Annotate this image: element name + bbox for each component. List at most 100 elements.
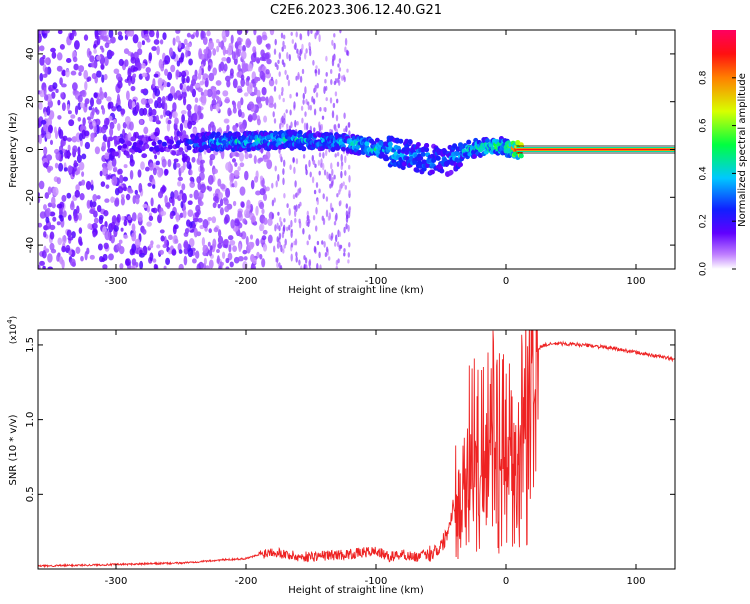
spectrogram-noise-blob bbox=[142, 228, 147, 235]
spectrogram-noise-blob bbox=[70, 70, 77, 76]
spectrogram-ridge-blob bbox=[421, 159, 427, 165]
spectrogram-noise-blob bbox=[292, 194, 296, 200]
spectrogram-noise-blob bbox=[246, 76, 251, 81]
spectrogram-noise-blob bbox=[80, 255, 84, 262]
spectrogram-noise-blob bbox=[104, 152, 110, 160]
snr-panel: -300 -200 -100 0 100 0.5 1.0 1.5 Height of str… bbox=[6, 316, 676, 596]
spectrogram-noise-blob bbox=[170, 64, 176, 73]
spectrogram-noise-blob bbox=[260, 49, 265, 57]
spectrogram-noise-blob bbox=[57, 237, 63, 246]
spectrogram-noise-blob bbox=[259, 56, 266, 61]
snr-border bbox=[37, 329, 676, 570]
spectrogram-ridge-blob bbox=[186, 145, 192, 151]
spectrogram-noise-blob bbox=[338, 58, 342, 64]
spectrogram-noise-blob bbox=[278, 94, 281, 100]
spectrogram-noise-blob bbox=[117, 168, 123, 175]
spectrogram-noise-blob bbox=[208, 40, 214, 50]
spectrogram-noise-blob bbox=[343, 252, 346, 257]
spectrogram-noise-blob bbox=[197, 87, 203, 93]
spectrogram-noise-blob bbox=[279, 265, 283, 269]
spectrogram-noise-blob bbox=[278, 71, 281, 77]
spectrogram-noise-blob bbox=[343, 128, 346, 133]
spectrogram-noise-blob bbox=[58, 145, 64, 152]
spectrogram-noise-blob bbox=[203, 48, 209, 55]
spectrogram-noise-blob bbox=[293, 166, 296, 175]
spectrogram-noise-blob bbox=[149, 162, 154, 171]
spectrogram-noise-blob bbox=[307, 30, 310, 37]
spectrogram-noise-blob bbox=[181, 183, 186, 191]
spectrogram-noise-blob bbox=[180, 110, 187, 115]
spectrogram-noise-blob bbox=[104, 117, 110, 126]
spectrogram-noise-blob bbox=[72, 145, 78, 153]
spectrogram-noise-blob bbox=[229, 239, 236, 246]
spectrogram-noise-blob bbox=[285, 109, 288, 114]
spectrogram-noise-blob bbox=[178, 263, 184, 269]
spectrogram-noise-blob bbox=[131, 101, 136, 108]
spectrogram-noise-blob bbox=[49, 211, 56, 217]
spectrogram-noise-blob bbox=[181, 156, 187, 162]
spectrogram-noise-blob bbox=[206, 185, 210, 190]
spectrogram-noise-blob bbox=[344, 184, 347, 190]
spectrogram-noise-blob bbox=[175, 69, 180, 78]
spectrogram-noise-blob bbox=[202, 219, 209, 229]
spectrogram-noise-blob bbox=[222, 90, 229, 97]
spectrogram-noise-blob bbox=[216, 38, 220, 44]
spectrogram-noise-blob bbox=[347, 224, 350, 232]
spectrogram-noise-blob bbox=[187, 209, 194, 217]
spectrogram-noise-blob bbox=[61, 245, 66, 253]
spectrogram-noise-blob bbox=[342, 181, 345, 187]
spectrogram-noise-blob bbox=[284, 69, 287, 76]
spectrogram-noise-blob bbox=[304, 163, 308, 171]
spectrogram-noise-blob bbox=[186, 103, 192, 111]
x-tick-label: -300 bbox=[105, 276, 128, 287]
spectrogram-noise-blob bbox=[137, 41, 142, 49]
spectrogram-noise-blob bbox=[318, 188, 321, 194]
spectrogram-noise-blob bbox=[306, 210, 309, 217]
spectrogram-noise-blob bbox=[198, 155, 203, 161]
spectrogram-noise-blob bbox=[242, 45, 246, 52]
spectrogram-noise-blob bbox=[116, 213, 121, 223]
spectrogram-noise-blob bbox=[338, 231, 342, 238]
spectrogram-noise-blob bbox=[42, 265, 46, 269]
spectrogram-noise-blob bbox=[178, 249, 183, 254]
spectrogram-noise-blob bbox=[329, 97, 333, 104]
spectrogram-noise-blob bbox=[313, 108, 317, 116]
spectrogram-noise-blob bbox=[49, 224, 56, 231]
colorbar-ticks: 0.0 0.2 0.4 0.6 0.8 bbox=[699, 70, 736, 276]
spectrogram-ridge-blob bbox=[169, 139, 174, 145]
spectrogram-noise-blob bbox=[107, 138, 111, 149]
spectrogram-noise-blob bbox=[46, 106, 51, 116]
spectrogram-noise-blob bbox=[262, 34, 268, 41]
spectrogram-noise-blob bbox=[314, 85, 317, 93]
spectrogram-noise-blob bbox=[155, 160, 160, 166]
spectrogram-noise-blob bbox=[221, 57, 227, 62]
spectrogram-noise-blob bbox=[164, 55, 171, 65]
spectrogram-noise-blob bbox=[111, 157, 117, 168]
spectrogram-noise-blob bbox=[239, 186, 246, 196]
spectrogram-noise-blob bbox=[291, 39, 294, 44]
spectrogram-noise-blob bbox=[200, 159, 205, 164]
spectrogram-noise-blob bbox=[297, 203, 301, 209]
spectrogram-noise-blob bbox=[302, 99, 305, 105]
spectrogram-noise-blob bbox=[101, 107, 106, 115]
spectrogram-noise-blob bbox=[175, 212, 180, 221]
spectrogram-noise-blob bbox=[134, 189, 138, 195]
spectrogram-noise-blob bbox=[276, 257, 279, 263]
spectrogram-noise-blob bbox=[286, 52, 289, 60]
spectrogram-noise-blob bbox=[340, 164, 343, 171]
spectrogram-ridge-blob bbox=[162, 141, 167, 147]
spectrogram-noise-blob bbox=[67, 236, 74, 241]
spectrogram-noise-blob bbox=[199, 112, 204, 120]
spectrogram-noise-blob bbox=[92, 120, 96, 127]
spectrogram-noise-blob bbox=[348, 164, 351, 170]
spectrogram-noise-blob bbox=[78, 161, 85, 171]
spectrogram-noise-blob bbox=[324, 78, 327, 84]
spectrogram-noise-blob bbox=[55, 88, 59, 94]
spectrogram-noise-blob bbox=[297, 52, 300, 59]
spectrogram-noise-blob bbox=[57, 99, 61, 106]
spectrogram-noise-blob bbox=[323, 86, 326, 95]
snr-line-marks bbox=[38, 330, 675, 569]
spectrogram-noise-blob bbox=[237, 64, 241, 72]
spectrogram-noise-blob bbox=[175, 30, 181, 34]
spectrogram-noise-blob bbox=[325, 246, 329, 253]
